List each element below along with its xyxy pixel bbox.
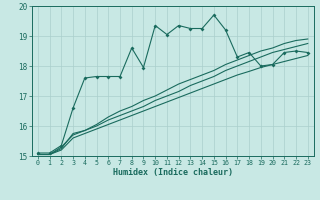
X-axis label: Humidex (Indice chaleur): Humidex (Indice chaleur) bbox=[113, 168, 233, 177]
